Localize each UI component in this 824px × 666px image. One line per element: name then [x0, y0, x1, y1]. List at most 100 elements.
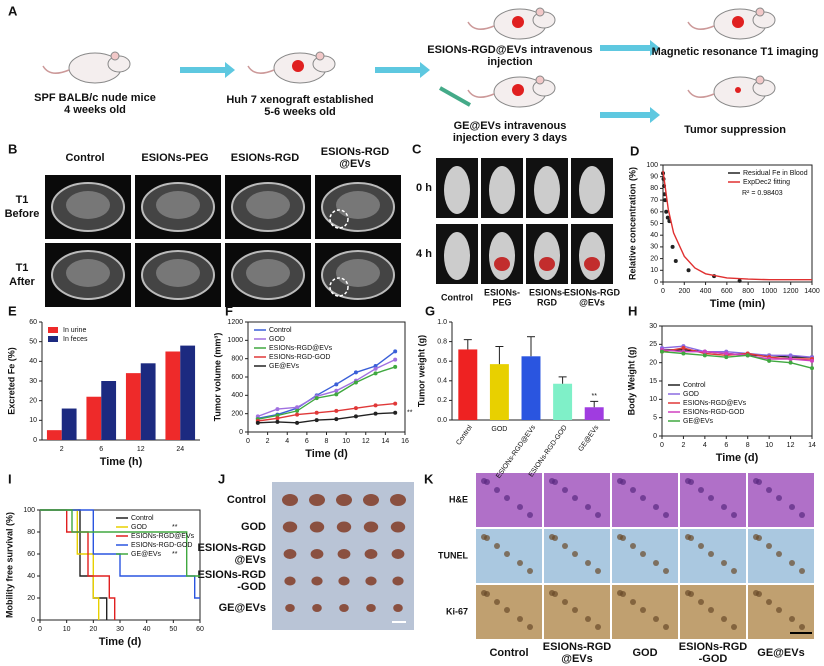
cell-nucleus	[527, 512, 533, 518]
series-line	[40, 509, 116, 620]
bar	[553, 383, 573, 420]
data-point	[724, 355, 729, 360]
x-tick-label: 12	[787, 442, 795, 449]
panel-letter: A	[8, 3, 18, 18]
data-point	[393, 401, 398, 406]
column-label: ESIONs-PEG	[141, 152, 208, 164]
cell-nucleus	[721, 504, 727, 510]
cell-nucleus	[572, 495, 578, 501]
data-point	[681, 346, 686, 350]
x-tick-label: 10	[342, 438, 350, 445]
data-point	[334, 388, 339, 393]
cell-nucleus	[620, 479, 626, 485]
cell-nucleus	[595, 512, 601, 518]
cell-nucleus	[504, 495, 510, 501]
data-point	[295, 420, 300, 425]
data-point	[393, 349, 398, 354]
data-point	[745, 353, 750, 358]
cell-nucleus	[595, 624, 601, 630]
cell-nucleus	[494, 543, 500, 549]
data-point	[275, 416, 280, 421]
row-label: ESIONs-RGD	[198, 542, 267, 554]
data-point	[393, 410, 398, 415]
cell-nucleus	[484, 535, 490, 541]
tumor	[390, 521, 406, 533]
data-point	[255, 420, 260, 425]
cell-nucleus	[756, 535, 762, 541]
data-point	[353, 414, 358, 419]
cell-nucleus	[517, 616, 523, 622]
column-label: ESIONs-RGD	[564, 287, 621, 297]
mri-brain	[66, 259, 110, 287]
data-point	[665, 215, 670, 220]
cell-nucleus	[776, 495, 782, 501]
cell-nucleus	[552, 479, 558, 485]
data-point	[373, 411, 378, 416]
legend-label: GOD	[131, 524, 147, 531]
row-label: T1	[16, 262, 29, 274]
series-line	[40, 509, 200, 599]
x-tick-label: 1200	[783, 288, 799, 295]
x-tick-label: 24	[176, 446, 184, 453]
tumor	[365, 576, 377, 586]
x-tick-label: 0	[660, 442, 664, 449]
panel-letter: D	[630, 143, 639, 158]
data-point	[767, 358, 772, 363]
panel-letter: K	[424, 471, 434, 486]
tumor-circle	[329, 277, 349, 297]
cell-nucleus	[653, 560, 659, 566]
series-line	[661, 349, 813, 362]
panel-letter: C	[412, 141, 422, 156]
tumor	[363, 521, 379, 533]
legend-label: ESIONs-RGD-GOD	[269, 354, 330, 361]
x-tick-label: 10	[63, 626, 71, 633]
bar	[521, 356, 541, 420]
x-tick-label: 6	[724, 442, 728, 449]
cell-nucleus	[688, 591, 694, 597]
y-tick-label: 100	[646, 162, 658, 169]
mri-brain	[66, 191, 110, 219]
mouse-silhouette	[444, 232, 470, 280]
x-tick-label: 12	[362, 438, 370, 445]
data-point	[670, 244, 675, 249]
legend-swatch	[48, 327, 58, 333]
mouse-icon	[42, 51, 131, 84]
annotation: **	[407, 410, 413, 417]
series-line	[40, 509, 108, 620]
data-point	[373, 403, 378, 408]
tumor	[312, 604, 322, 612]
y-axis-label: Mobility free survival (%)	[4, 512, 14, 618]
bar	[101, 381, 117, 440]
x-tick-label: 2	[60, 446, 64, 453]
tumor	[336, 521, 352, 533]
data-point	[702, 349, 707, 354]
tumor	[309, 494, 325, 506]
data-point	[373, 366, 378, 371]
data-point	[810, 358, 814, 363]
legend-label: ESIONs-RGD@EVs	[131, 533, 195, 540]
mouse-tail	[247, 65, 275, 74]
cell-nucleus	[527, 568, 533, 574]
cell-nucleus	[776, 607, 782, 613]
cell-nucleus	[789, 560, 795, 566]
tumor	[311, 576, 323, 586]
row-label: H&E	[449, 494, 468, 504]
cell-nucleus	[731, 568, 737, 574]
step-label: Tumor suppression	[684, 124, 786, 136]
y-axis-label: Relative concentration (%)	[627, 167, 637, 280]
data-point	[275, 407, 280, 412]
y-tick-label: 1000	[227, 337, 243, 344]
annotation: **	[591, 393, 597, 400]
row-label: GOD	[241, 521, 266, 533]
arrow-shaft	[180, 67, 225, 73]
x-tick-label: 1000	[762, 288, 778, 295]
mouse-tail	[42, 65, 70, 74]
x-tick-label: 800	[742, 288, 754, 295]
y-tick-label: 20	[29, 398, 37, 405]
x-tick-label: 1400	[804, 288, 820, 295]
legend-label: ExpDec2 fitting	[743, 179, 790, 186]
step-label: 4 weeks old	[64, 104, 126, 116]
cell-nucleus	[663, 568, 669, 574]
panel-letter: I	[8, 471, 12, 486]
